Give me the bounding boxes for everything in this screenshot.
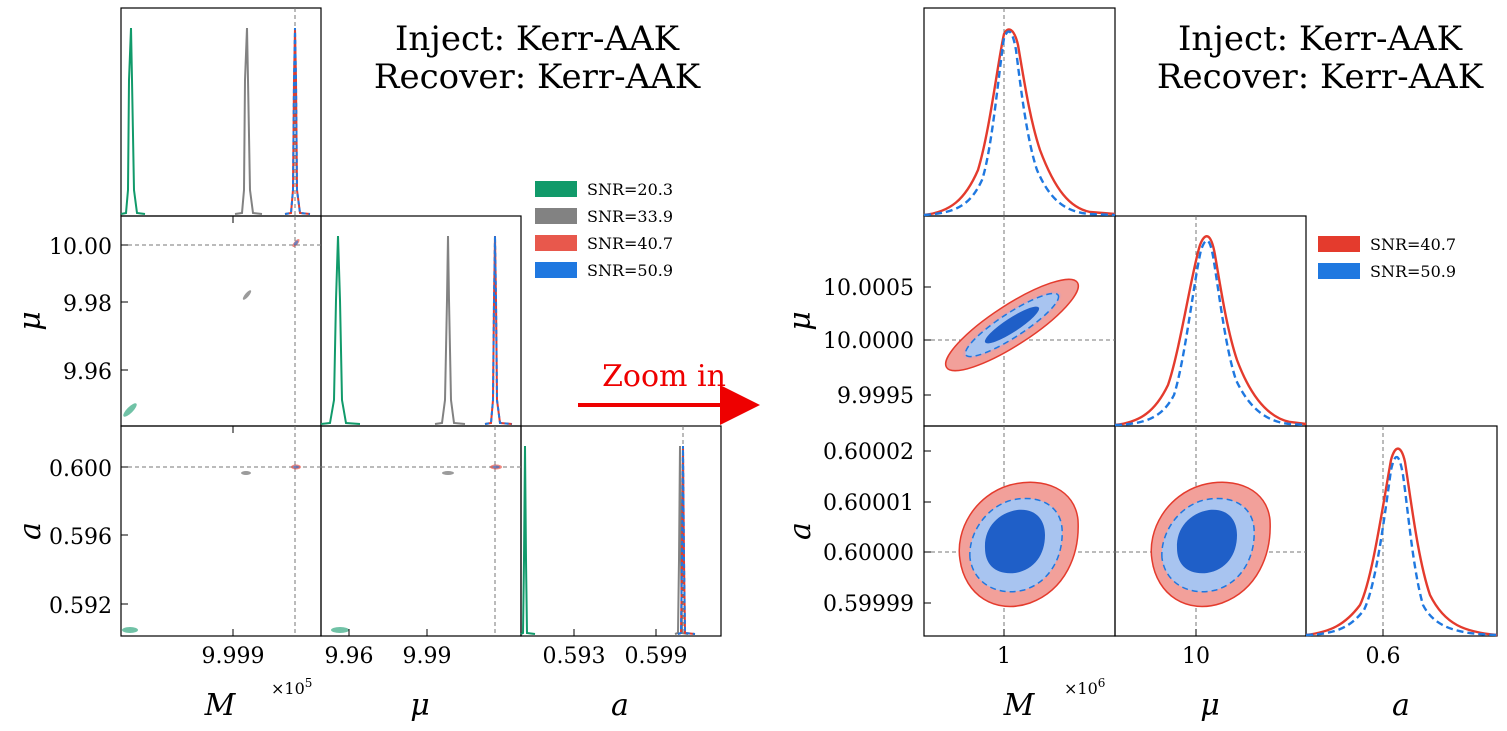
ytick-a-2: 0.592 (49, 594, 112, 619)
mu-a-contour-gray (442, 471, 454, 475)
ytick-mu-1: 9.98 (63, 292, 112, 317)
a-hist-blue (677, 445, 696, 635)
r-m-a-blue-68 (984, 509, 1045, 574)
mu-a-contour-blue (492, 465, 500, 469)
r-a-hist-blue (1305, 455, 1498, 637)
r-ytick-mu-1: 10.0000 (823, 329, 914, 354)
truth-lines-left (121, 8, 684, 636)
xtick-a-0: 0.593 (543, 644, 606, 669)
r-panel-m-hist (923, 7, 1116, 217)
zoom-annotation: Zoom in (578, 359, 760, 425)
xtick-a-1: 0.599 (625, 644, 688, 669)
m-hist-red (284, 27, 311, 215)
m-hist-blue (284, 27, 311, 215)
r-xtick-mu-0: 10 (1182, 644, 1210, 669)
xlabel-a: a (611, 688, 629, 723)
m-hist-gray (234, 27, 263, 215)
m-scale-left: ×105 (271, 676, 312, 698)
ytick-mu-0: 10.00 (49, 235, 112, 260)
r-ytick-mu-0: 10.0005 (823, 276, 914, 301)
r-ylabel-mu: μ (783, 311, 818, 331)
ticks-right (924, 286, 1384, 636)
r-ytick-a-2: 0.60000 (823, 541, 914, 566)
r-ytick-mu-2: 9.9995 (837, 384, 914, 409)
r-xlabel-mu: μ (1200, 688, 1220, 723)
r-xtick-a-0: 0.6 (1366, 644, 1401, 669)
left-title-line2: Recover: Kerr-AAK (374, 57, 701, 97)
r-m-mu-blue-68 (984, 306, 1040, 344)
legend-swatch-green (535, 181, 577, 197)
r-ytick-a-0: 0.60002 (823, 440, 914, 465)
r-mu-hist-red (1114, 235, 1307, 427)
ylabel-a: a (13, 522, 48, 540)
zoom-label: Zoom in (602, 359, 726, 394)
xtick-mu-1: 9.99 (403, 644, 452, 669)
r-mu-hist-blue (1114, 239, 1307, 427)
r-m-hist-red (923, 28, 1116, 217)
legend-label-2: SNR=40.7 (587, 234, 673, 253)
right-corner-plot: Inject: Kerr-AAK Recover: Kerr-AAK SNR=4… (783, 7, 1498, 723)
r-xlabel-m: M (1003, 688, 1036, 723)
right-title-line2: Recover: Kerr-AAK (1157, 57, 1484, 97)
panel-mu-a (320, 425, 522, 637)
legend-label-3: SNR=50.9 (587, 261, 673, 280)
r-a-hist-red (1305, 447, 1498, 637)
r-m-mu-contours (944, 278, 1080, 372)
mu-hist-green (320, 235, 361, 425)
r-xtick-m-0: 1 (997, 644, 1011, 669)
r-mu-a-blue-68 (1176, 509, 1237, 574)
r-legend-swatch-blue (1318, 263, 1360, 279)
r-ylabel-a: a (783, 522, 818, 540)
left-legend: SNR=20.3 SNR=33.9 SNR=40.7 SNR=50.9 (535, 180, 673, 280)
r-panel-a-hist (1305, 425, 1498, 637)
left-corner-plot: Inject: Kerr-AAK Recover: Kerr-AAK SNR=2… (13, 7, 722, 723)
a-hist-green (520, 445, 536, 635)
panel-a-hist (520, 425, 722, 637)
r-legend-swatch-red (1318, 236, 1360, 252)
mu-hist-red (484, 235, 513, 425)
legend-label-1: SNR=33.9 (587, 207, 673, 226)
ylabel-mu: μ (13, 311, 48, 331)
left-title-line1: Inject: Kerr-AAK (395, 19, 680, 59)
xlabel-m: M (204, 688, 237, 723)
mu-a-contour-green (331, 627, 349, 633)
ytick-a-0: 0.600 (49, 457, 112, 482)
r-mu-a-contours (1150, 481, 1271, 608)
m-a-contour-blue (293, 465, 299, 469)
ticks-left (121, 216, 657, 636)
right-title-line1: Inject: Kerr-AAK (1178, 19, 1463, 59)
r-m-hist-blue (923, 30, 1116, 217)
legend-swatch-red (535, 235, 577, 251)
r-legend-label-0: SNR=40.7 (1370, 235, 1456, 254)
legend-label-0: SNR=20.3 (587, 180, 673, 199)
m-a-contour-gray (241, 471, 251, 475)
r-ytick-a-1: 0.60001 (823, 491, 914, 516)
r-ytick-a-3: 0.59999 (823, 592, 914, 617)
xlabel-mu: μ (410, 688, 430, 723)
legend-swatch-gray (535, 208, 577, 224)
m-a-contour-green (122, 627, 138, 633)
r-xlabel-a: a (1392, 688, 1410, 723)
m-hist-green (120, 27, 146, 215)
m-mu-contour-blue (293, 240, 299, 246)
panel-mu-hist (320, 215, 522, 427)
xtick-mu-0: 9.96 (325, 644, 374, 669)
m-mu-contour-green (123, 403, 137, 417)
panel-m-a (120, 425, 322, 637)
r-legend-label-1: SNR=50.9 (1370, 262, 1456, 281)
mu-hist-blue (484, 235, 513, 425)
legend-swatch-blue (535, 262, 577, 278)
ytick-a-1: 0.596 (49, 525, 112, 550)
m-mu-contour-gray (242, 290, 252, 300)
ytick-mu-2: 9.96 (63, 360, 112, 385)
xtick-m-0: 9.999 (202, 644, 265, 669)
panel-m-mu (120, 215, 322, 427)
right-legend: SNR=40.7 SNR=50.9 (1318, 235, 1456, 281)
r-m-a-contours (958, 481, 1079, 608)
m-scale-right: ×106 (1064, 676, 1105, 698)
mu-hist-gray (434, 235, 466, 425)
panel-m-hist (120, 7, 322, 217)
